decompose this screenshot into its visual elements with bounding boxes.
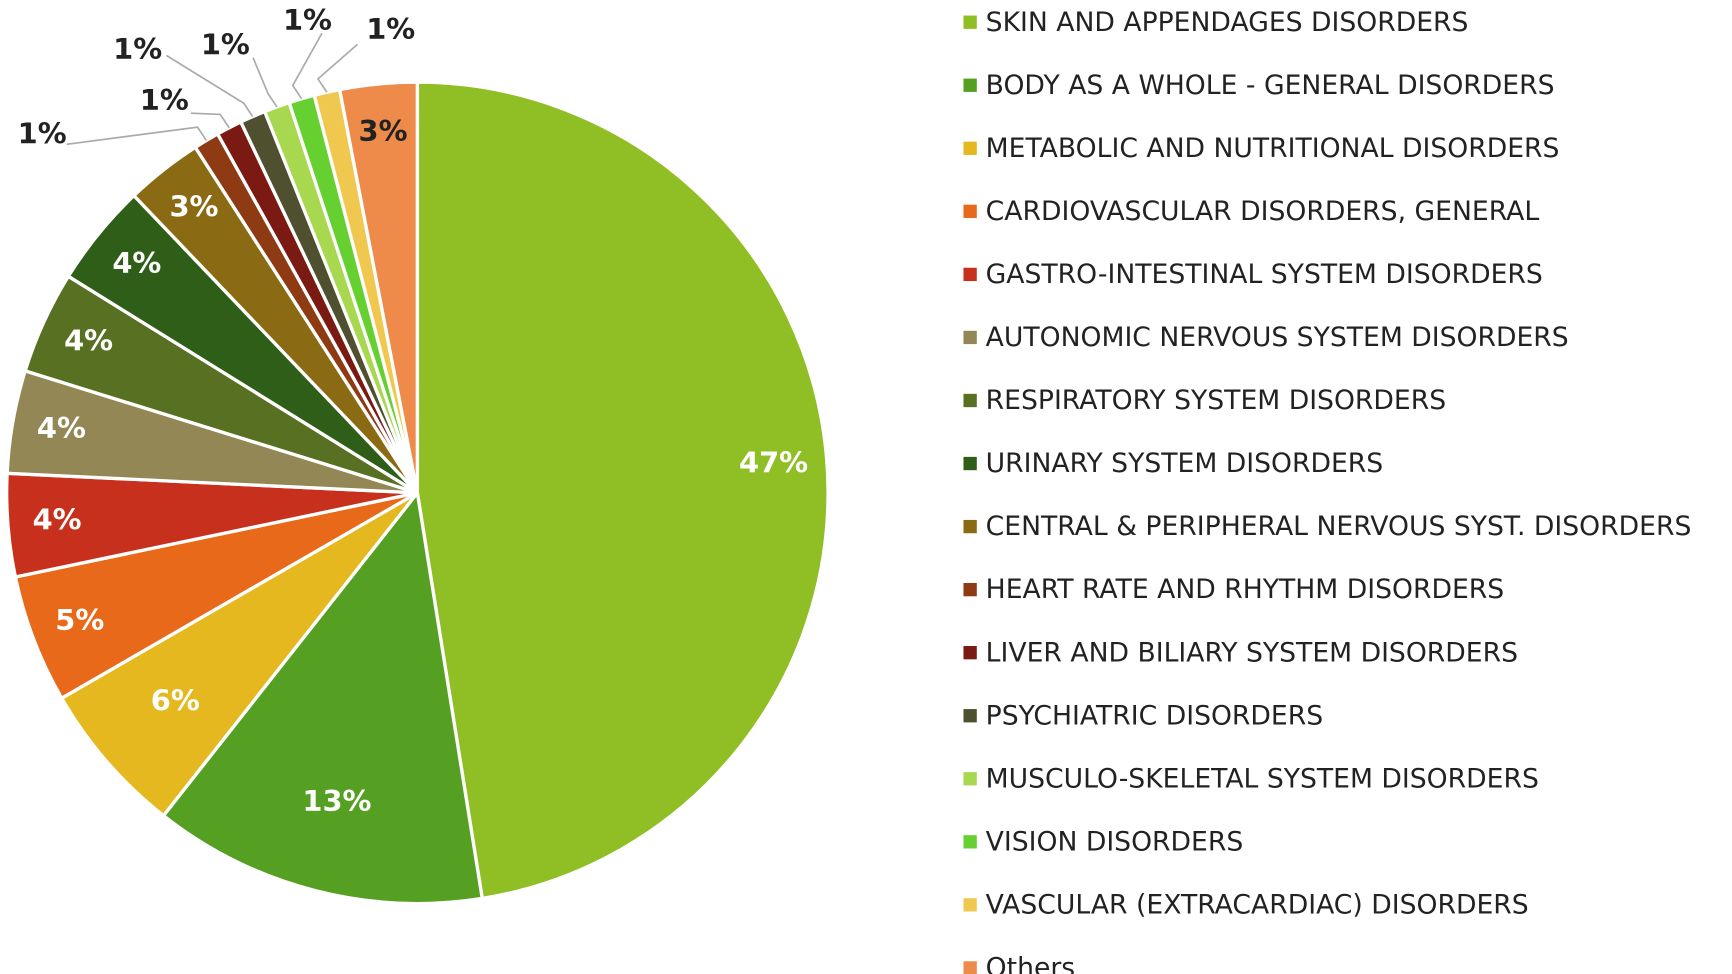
pie-slice <box>161 488 485 906</box>
legend-label: PSYCHIATRIC DISORDERS <box>986 700 1323 731</box>
pie-slice <box>415 80 830 901</box>
pie-slice <box>337 80 420 494</box>
legend-label: GASTRO-INTESTINAL SYSTEM DISORDERS <box>986 259 1543 290</box>
legend-label: VISION DISORDERS <box>986 826 1244 857</box>
data-label: 3% <box>359 114 408 148</box>
data-label: 4% <box>37 411 86 445</box>
legend-label: LIVER AND BILIARY SYSTEM DISORDERS <box>986 637 1518 668</box>
data-label: 13% <box>302 784 371 818</box>
legend-label: URINARY SYSTEM DISORDERS <box>986 448 1384 479</box>
legend-label: RESPIRATORY SYSTEM DISORDERS <box>986 385 1446 416</box>
legend-label: MUSCULO-SKELETAL SYSTEM DISORDERS <box>986 763 1539 794</box>
data-label: 1% <box>283 3 332 37</box>
legend-label: HEART RATE AND RHYTHM DISORDERS <box>986 574 1504 605</box>
legend-swatch <box>963 898 977 912</box>
data-label: 6% <box>151 684 200 718</box>
pie-slice <box>59 491 419 819</box>
leader-line <box>190 112 230 129</box>
data-label: 1% <box>201 28 250 62</box>
data-label: 1% <box>113 32 162 66</box>
legend-swatch <box>963 835 977 849</box>
legend-swatch <box>963 330 977 345</box>
data-label: 4% <box>112 246 161 280</box>
legend-swatch <box>963 582 977 597</box>
legend-label: Others <box>986 953 1075 974</box>
legend-swatch <box>963 204 977 219</box>
legend-label: BODY AS A WHOLE - GENERAL DISORDERS <box>986 70 1555 101</box>
data-label: 5% <box>55 603 104 637</box>
legend-label: SKIN AND APPENDAGES DISORDERS <box>986 7 1469 38</box>
legend-swatch <box>963 15 977 29</box>
legend-label: METABOLIC AND NUTRITIONAL DISORDERS <box>986 133 1560 164</box>
data-label: 4% <box>64 324 113 358</box>
data-label: 4% <box>33 502 82 536</box>
legend-swatch <box>963 772 977 786</box>
legend-swatch <box>963 78 977 92</box>
leader-line <box>291 32 323 100</box>
data-label: 47% <box>739 446 808 480</box>
leader-line <box>252 57 278 108</box>
data-label: 1% <box>18 116 67 150</box>
leader-line <box>316 43 358 93</box>
legend-swatch <box>963 267 977 282</box>
leader-line <box>66 126 208 146</box>
legend-label: CARDIOVASCULAR DISORDERS, GENERAL <box>986 196 1540 227</box>
legend-swatch <box>963 961 977 974</box>
data-label: 1% <box>366 12 415 46</box>
data-label: 1% <box>140 83 189 117</box>
legend-swatch <box>963 141 977 155</box>
legend-swatch <box>963 456 977 471</box>
legend-label: VASCULAR (EXTRACARDIAC) DISORDERS <box>986 889 1529 920</box>
leader-line <box>166 54 254 118</box>
data-label: 3% <box>169 190 218 224</box>
chart-body: 47%13%6%5%4%4%4%4%3%1%1%1% 1%1% 1%3%SKIN A… <box>5 3 1692 974</box>
legend-swatch <box>963 519 977 534</box>
legend-label: CENTRAL & PERIPHERAL NERVOUS SYST. DISOR… <box>986 511 1692 542</box>
legend-swatch <box>963 646 977 660</box>
legend-swatch <box>963 709 977 723</box>
legend-swatch <box>963 393 977 408</box>
legend-label: AUTONOMIC NERVOUS SYSTEM DISORDERS <box>986 322 1569 353</box>
